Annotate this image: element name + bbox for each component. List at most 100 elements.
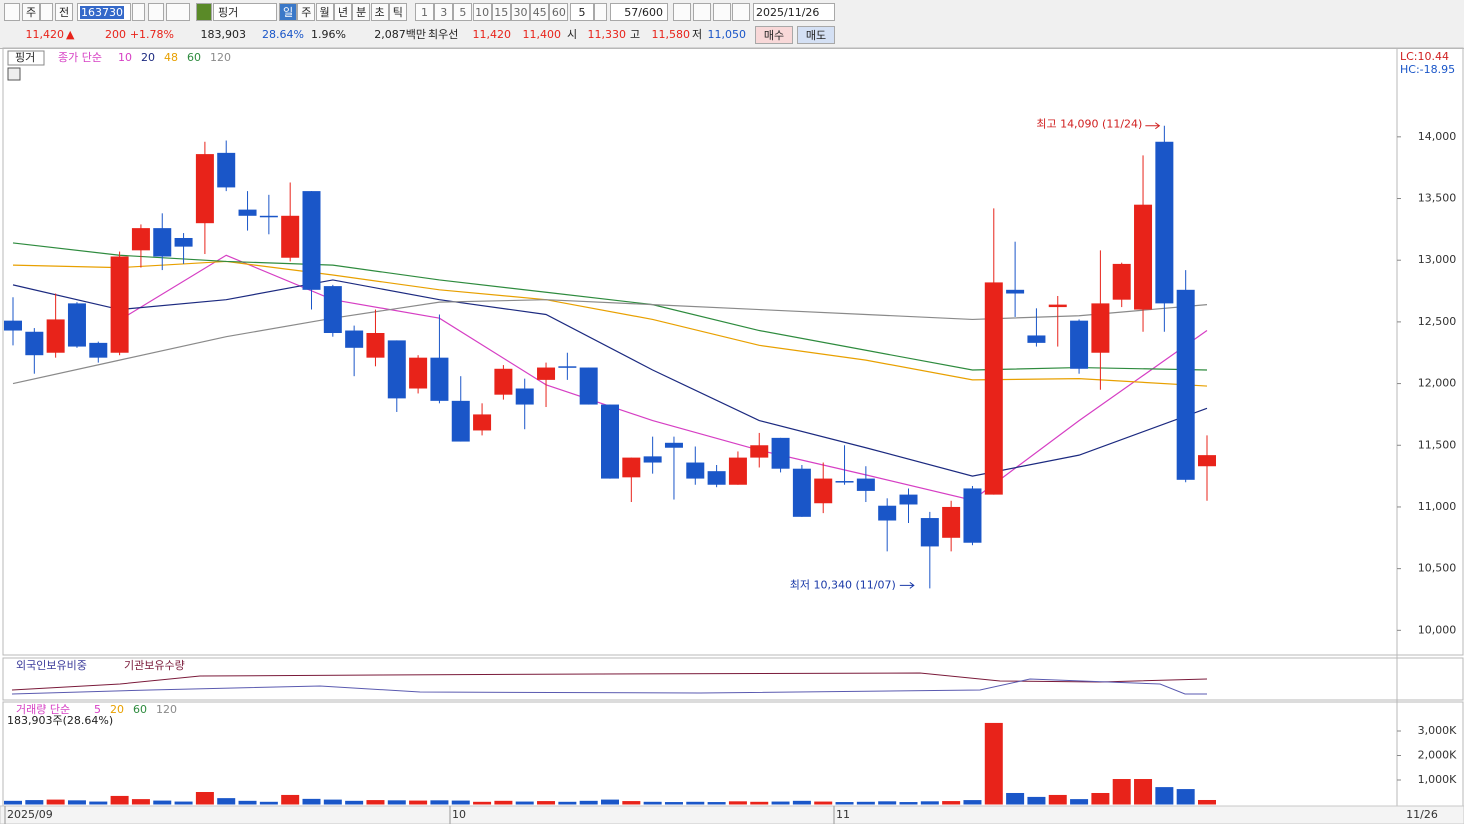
candle-body xyxy=(281,215,300,258)
y-tick-label: 10,500 xyxy=(1418,562,1457,575)
candle-body xyxy=(1070,320,1089,369)
quote-low-label: 저 xyxy=(692,28,703,41)
candle-body xyxy=(1134,204,1153,310)
dropdown[interactable] xyxy=(594,3,607,21)
volume-ma-legend: 20 xyxy=(110,703,124,716)
candle-body xyxy=(707,471,726,485)
ownership-legend: 기관보유수량 xyxy=(124,659,185,672)
ma-legend: 120 xyxy=(210,51,231,64)
minute-button[interactable]: 45 xyxy=(530,3,550,21)
volume-bar xyxy=(664,802,683,805)
volume-bar xyxy=(1091,792,1110,805)
volume-bar xyxy=(345,800,364,805)
volume-bar xyxy=(1048,794,1067,805)
volume-bar xyxy=(409,800,428,805)
date-input[interactable]: 2025/11/26 xyxy=(753,3,835,21)
candle-body xyxy=(409,357,428,389)
tool-icon[interactable] xyxy=(673,3,691,21)
unit-button[interactable]: 년 xyxy=(333,3,352,21)
unit-button[interactable]: 분 xyxy=(352,3,371,21)
sell-button[interactable]: 매도 xyxy=(797,26,835,44)
candle-body xyxy=(664,442,683,448)
ma-legend: 48 xyxy=(164,51,178,64)
lc-label: LC:10.44 xyxy=(1400,50,1449,63)
tool-icon[interactable] xyxy=(693,3,711,21)
dropdown[interactable] xyxy=(40,3,53,21)
minute-button[interactable]: 10 xyxy=(472,3,492,21)
unit-button[interactable]: 틱 xyxy=(388,3,407,21)
candle-body xyxy=(473,414,492,431)
y-tick-label: 10,000 xyxy=(1418,623,1457,636)
count-input[interactable]: 5 xyxy=(570,3,594,21)
period[interactable]: 주 xyxy=(22,3,40,21)
volume-bar xyxy=(963,800,982,805)
volume-bar xyxy=(430,800,449,805)
ref-button[interactable]: 전 xyxy=(55,3,73,21)
y-tick-label: 2,000K xyxy=(1418,749,1457,762)
volume-summary: 183,903주(28.64%) xyxy=(7,714,113,727)
volume-bar xyxy=(750,801,769,805)
candle-body xyxy=(153,228,172,257)
high-annotation: 최고 14,090 (11/24) xyxy=(1036,118,1142,131)
tool-icon[interactable] xyxy=(732,3,750,21)
candle-body xyxy=(366,332,385,358)
minute-button[interactable]: 15 xyxy=(491,3,511,21)
y-tick-label: 13,000 xyxy=(1418,253,1457,266)
volume-bar xyxy=(814,801,833,805)
volume-bar xyxy=(110,795,129,805)
volume-bar xyxy=(4,800,22,805)
volume-bar xyxy=(494,800,513,805)
unit-button[interactable]: 일 xyxy=(279,3,297,21)
name-input[interactable]: 핑거 xyxy=(213,3,277,21)
candle-body xyxy=(792,468,811,517)
y-tick-label: 13,500 xyxy=(1418,192,1457,205)
minute-button[interactable]: 60 xyxy=(549,3,569,21)
search[interactable] xyxy=(148,3,164,21)
volume-bar xyxy=(515,801,534,805)
candle-body xyxy=(494,368,513,395)
low-annotation: 최저 10,340 (11/07) xyxy=(790,578,896,591)
last-date: 11/26 xyxy=(1406,808,1438,821)
candle-body xyxy=(302,191,321,290)
chart-icon[interactable] xyxy=(4,3,20,21)
volume-bar xyxy=(217,798,236,805)
tool-icon[interactable] xyxy=(713,3,731,21)
candle-body xyxy=(67,303,86,347)
y-tick-label: 3,000K xyxy=(1418,724,1457,737)
candle-body xyxy=(750,445,769,458)
minute-button[interactable]: 5 xyxy=(453,3,473,21)
candle-body xyxy=(942,506,961,538)
minute-button[interactable]: 3 xyxy=(434,3,454,21)
code-input[interactable]: 163730 xyxy=(77,3,131,21)
volume-bar xyxy=(281,794,300,805)
unit-button[interactable]: 초 xyxy=(370,3,389,21)
y-tick-label: 1,000K xyxy=(1418,773,1457,786)
candle-body xyxy=(89,342,108,358)
minute-button[interactable]: 30 xyxy=(511,3,530,21)
x-axis-band xyxy=(0,805,1464,824)
buy-button[interactable]: 매수 xyxy=(755,26,793,44)
volume-bar xyxy=(686,801,705,805)
volume-bar xyxy=(1027,796,1046,805)
minute-button[interactable]: 1 xyxy=(415,3,434,21)
volume-bar xyxy=(238,800,257,805)
candle-body xyxy=(537,367,556,380)
volume-bar xyxy=(622,801,641,805)
quote-open-label: 시 xyxy=(567,28,578,41)
volume-bar xyxy=(473,801,492,805)
volume-bar xyxy=(1198,799,1216,805)
candle-body xyxy=(1198,455,1216,467)
candle-body xyxy=(174,237,193,247)
unit-button[interactable]: 월 xyxy=(315,3,334,21)
quote-ask: 11,420 xyxy=(472,28,512,41)
unit-button[interactable]: 주 xyxy=(297,3,316,21)
dropdown[interactable] xyxy=(132,3,145,21)
volume-bar xyxy=(131,799,150,805)
candle-body xyxy=(25,331,44,356)
quote-volume: 183,903 xyxy=(200,28,247,41)
ma-line xyxy=(12,242,1208,371)
volume-bar xyxy=(707,802,726,805)
volume-bar xyxy=(89,801,108,805)
candle-body xyxy=(1176,289,1195,480)
sound[interactable] xyxy=(166,3,190,21)
